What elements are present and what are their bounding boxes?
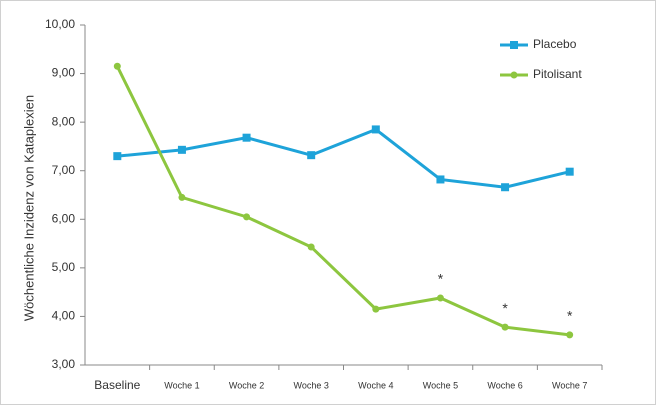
- marker: [566, 331, 574, 339]
- x-tick-label: Woche 6: [487, 380, 522, 390]
- marker: [177, 145, 186, 154]
- marker: [565, 167, 574, 176]
- marker: [242, 133, 251, 142]
- legend-label: Placebo: [533, 37, 577, 51]
- marker: [178, 193, 186, 201]
- x-tick-label: Woche 5: [423, 380, 458, 390]
- x-tick-label: Woche 1: [164, 380, 199, 390]
- marker: [436, 294, 444, 302]
- legend-label: Pitolisant: [533, 67, 582, 81]
- marker: [243, 213, 251, 221]
- y-tick-label: 9,00: [52, 66, 76, 80]
- annotation: *: [438, 271, 444, 287]
- marker: [436, 175, 445, 184]
- x-tick-label: Woche 4: [358, 380, 393, 390]
- marker: [501, 183, 510, 192]
- x-tick-label: Woche 7: [552, 380, 587, 390]
- y-tick-label: 3,00: [52, 357, 76, 371]
- marker: [307, 243, 315, 251]
- y-axis-title: Wöchentliche Inzidenz von Kataplexien: [21, 95, 36, 321]
- series-line: [115, 65, 570, 337]
- marker: [510, 71, 518, 79]
- y-tick-label: 4,00: [52, 309, 76, 323]
- marker: [510, 41, 518, 49]
- y-tick-label: 10,00: [45, 17, 75, 31]
- marker: [372, 305, 380, 313]
- annotation: *: [567, 308, 573, 324]
- y-tick-label: 6,00: [52, 211, 76, 225]
- y-tick-label: 5,00: [52, 260, 76, 274]
- annotation: *: [502, 300, 508, 316]
- marker: [501, 323, 509, 331]
- marker: [307, 151, 316, 160]
- marker: [113, 152, 122, 161]
- x-tick-label: Woche 2: [229, 380, 264, 390]
- y-tick-label: 7,00: [52, 163, 76, 177]
- x-tick-label: Woche 3: [294, 380, 329, 390]
- x-tick-label: Baseline: [94, 378, 140, 392]
- y-tick-label: 8,00: [52, 114, 76, 128]
- series-line: [117, 127, 571, 189]
- marker: [371, 125, 380, 134]
- marker: [113, 62, 121, 70]
